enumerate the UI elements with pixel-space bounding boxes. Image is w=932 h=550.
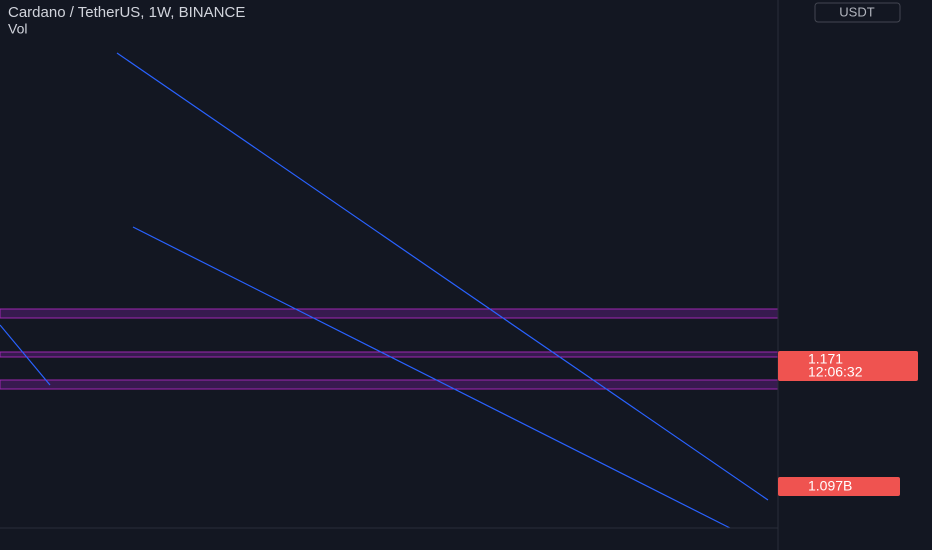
zone <box>0 379 779 390</box>
last-volume: 1.097B <box>808 478 852 494</box>
trend-line <box>0 324 51 386</box>
volume-title: Vol <box>8 21 27 37</box>
volume-tag <box>778 477 900 496</box>
currency-box <box>814 2 901 23</box>
currency: USDT <box>839 4 874 19</box>
trend-line <box>132 226 731 529</box>
price-tag <box>778 351 918 381</box>
last-price: 1.171 <box>808 351 843 367</box>
drawings <box>0 52 779 529</box>
trend-line <box>116 52 769 501</box>
chart-title: Cardano / TetherUS, 1W, BINANCE <box>8 4 245 21</box>
zone <box>0 308 779 319</box>
countdown: 12:06:32 <box>808 364 863 380</box>
